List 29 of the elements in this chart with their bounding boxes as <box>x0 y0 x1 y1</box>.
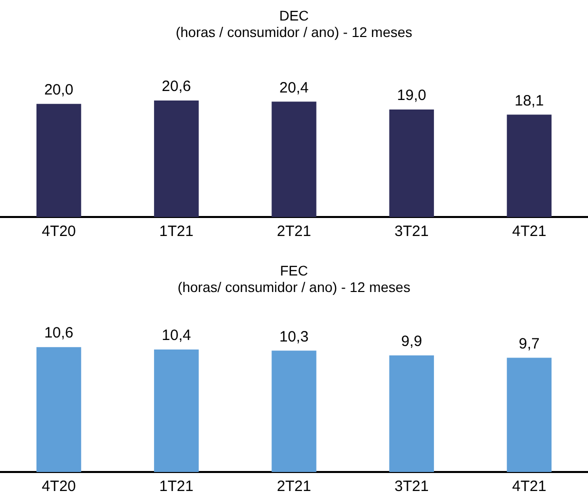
chart-subtitle: (horas/ consumidor / ano) - 12 meses <box>178 279 410 296</box>
x-tick-label: 4T21 <box>512 478 546 496</box>
x-tick-label: 4T21 <box>512 223 546 240</box>
x-tick-label: 4T20 <box>42 223 76 240</box>
x-tick-label: 2T21 <box>276 478 312 496</box>
chart-subtitle: (horas / consumidor / ano) - 12 meses <box>176 24 412 40</box>
data-label: 10,4 <box>162 327 191 344</box>
x-tick-label: 4T20 <box>42 478 76 496</box>
data-label: 10,3 <box>279 328 309 346</box>
bar <box>272 350 316 472</box>
data-label: 20,0 <box>44 82 74 99</box>
data-label: 10,6 <box>44 324 74 342</box>
bar <box>36 347 82 472</box>
data-label: 18,1 <box>514 92 544 110</box>
bar <box>389 355 434 472</box>
data-label: 20,4 <box>279 79 309 96</box>
data-label: 9,9 <box>401 332 422 350</box>
chart-title: FEC <box>280 262 308 278</box>
x-tick-label: 3T21 <box>394 223 429 240</box>
x-tick-label: 3T21 <box>394 478 429 496</box>
data-label: 20,6 <box>162 78 191 96</box>
bar <box>154 349 199 472</box>
x-tick-label: 1T21 <box>159 478 194 496</box>
x-tick-label: 1T21 <box>159 223 194 240</box>
data-label: 19,0 <box>397 87 426 104</box>
chart-title: DEC <box>279 7 309 24</box>
x-tick-label: 2T21 <box>276 223 312 240</box>
bar <box>506 358 552 472</box>
data-label: 9,7 <box>518 335 540 352</box>
